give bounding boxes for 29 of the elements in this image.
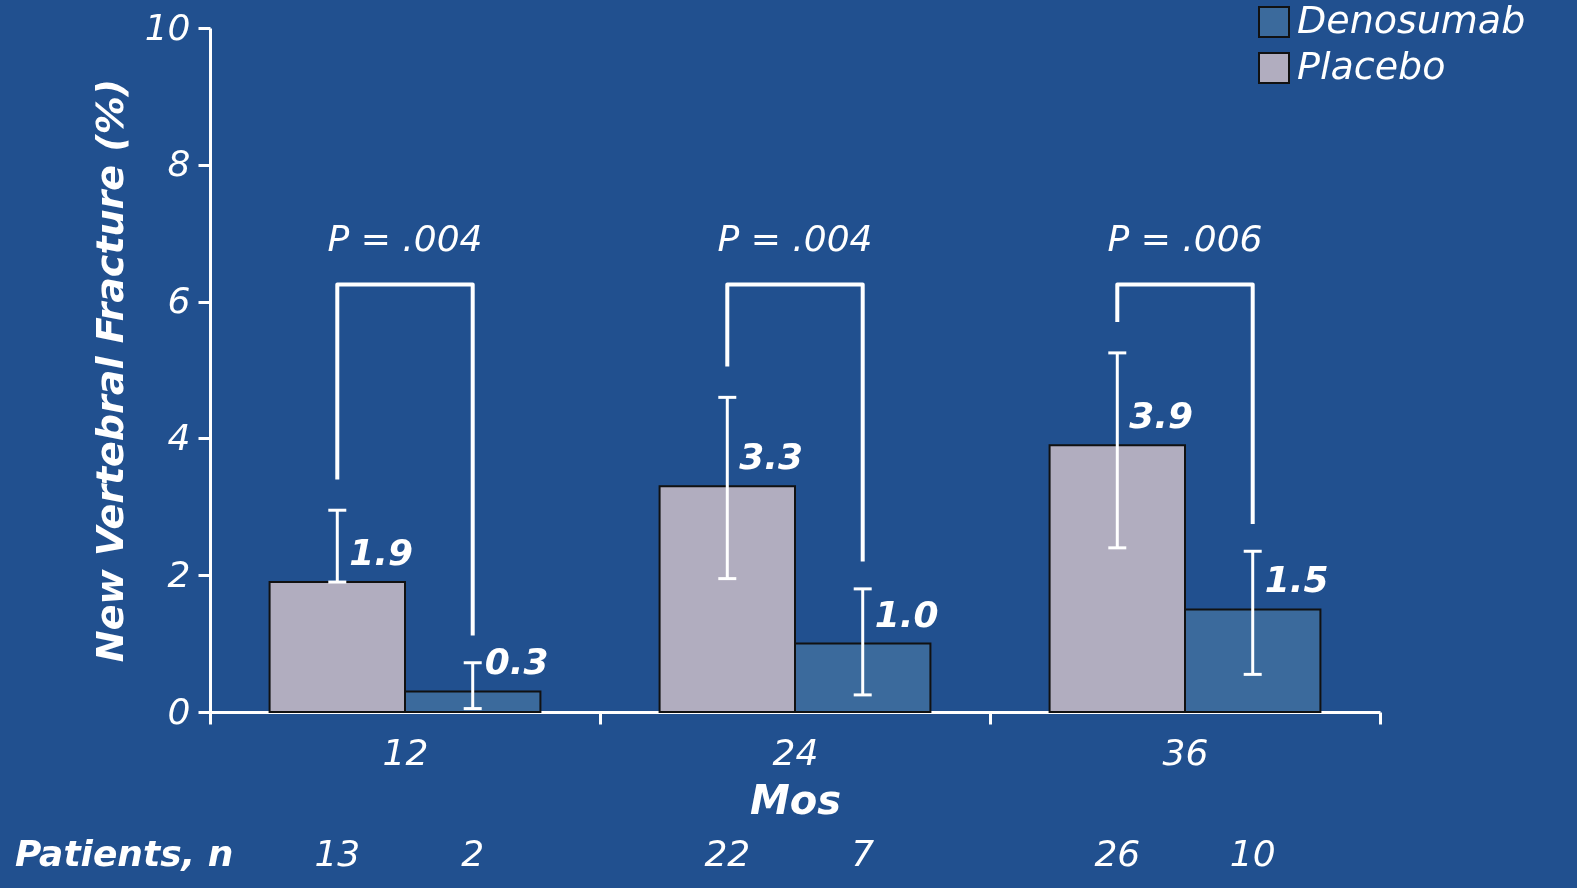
text: 13 [314,833,361,874]
annotation: P = .006 [1107,218,1263,260]
data-label: 1.0 [874,593,939,635]
data-label: 3.9 [1129,395,1194,437]
x-axis-title: Mos [749,776,842,823]
y-tick-label: 0 [167,690,191,732]
y-tick-label: 4 [167,416,191,458]
x-tick-label: 12 [382,731,429,773]
annotation: P = .004 [327,218,483,260]
y-tick-label: 6 [167,280,191,322]
y-tick-label: 8 [167,143,191,185]
text: 2 [461,833,485,874]
data-label: 1.9 [349,532,414,574]
x-tick-label: 36 [1162,731,1209,773]
data-label: 3.3 [739,436,804,478]
y-axis-title: New Vertebral Fracture (%) [87,78,132,663]
legend-label: Placebo [1297,44,1446,88]
text: 7 [851,833,875,874]
text: 22 [704,833,751,874]
text: 10 [1229,833,1276,874]
legend-label: Denosumab [1297,0,1526,42]
y-tick-label: 10 [144,6,191,48]
x-tick-label: 24 [772,731,819,773]
text: Patients, n [15,833,234,874]
annotation: P = .004 [717,218,873,260]
text: 26 [1094,833,1141,874]
data-label: 0.3 [484,641,549,683]
data-label: 1.5 [1264,559,1329,601]
y-tick-label: 2 [167,553,191,595]
